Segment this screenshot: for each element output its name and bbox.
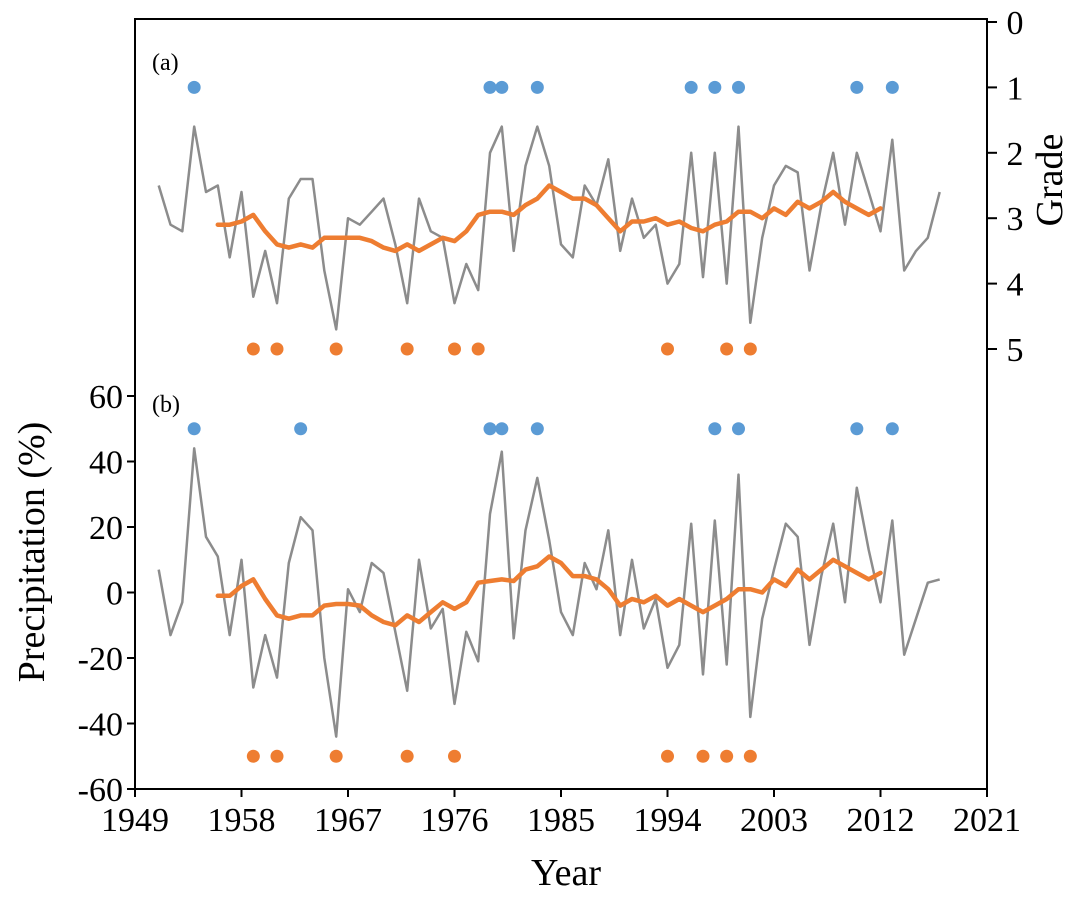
panel-b-wet-marker — [483, 422, 497, 436]
panel-a-dry-marker — [720, 342, 734, 356]
panel-b-dry-marker — [400, 749, 414, 763]
panel-a-y-tick-label: 3 — [1007, 201, 1024, 238]
plot-frame — [134, 18, 988, 790]
panel-b-dry-marker — [448, 749, 461, 763]
panel-b-dry-marker — [720, 749, 734, 763]
x-tick-label: 2021 — [953, 802, 1021, 839]
panel-a-dry-marker — [246, 342, 260, 356]
panel-a-y-tick-label: 5 — [1007, 332, 1024, 369]
panel-b-y-tick-label: -20 — [78, 641, 123, 678]
panel-b-wet-marker — [495, 422, 509, 436]
panel-a-dry-marker — [329, 342, 343, 356]
panel-a-y-tick-label: 1 — [1007, 70, 1024, 107]
panel-a-y-tick-label: 2 — [1007, 136, 1024, 173]
panel-b-annual-series — [157, 447, 941, 738]
panel-b-y-tick-label: 0 — [106, 576, 123, 613]
panel-b-dry-marker — [743, 749, 757, 763]
panel-a-dry-marker — [270, 342, 284, 356]
panel-a-wet-marker — [708, 80, 722, 94]
axis-layer: 1949 1958 1967 1976 1985 1994 2003 2012 2021 0 1 2 3… — [78, 5, 1024, 839]
panel-b-dry-marker — [246, 749, 260, 763]
panel-b-wet-marker — [732, 422, 745, 436]
panel-b-wet-marker — [885, 422, 899, 436]
x-axis-title: Year — [531, 852, 601, 894]
panel-a-dry-marker — [661, 342, 674, 356]
panel-b-dry-marker — [270, 749, 284, 763]
panel-b — [157, 422, 941, 763]
x-tick-label: 1994 — [634, 802, 702, 839]
panel-a-dry-marker — [471, 342, 485, 356]
panel-b-dry-marker — [696, 749, 710, 763]
panel-b-label: (b) — [152, 392, 180, 418]
panel-a-ylabel: Grade — [1029, 134, 1071, 227]
x-tick-label: 1985 — [527, 802, 595, 839]
panel-b-dry-marker — [661, 749, 674, 763]
panel-a-wet-marker — [732, 80, 745, 94]
panel-b-y-tick-label: 20 — [89, 510, 123, 547]
panel-a-wet-marker — [483, 80, 497, 94]
x-tick-label: 2003 — [740, 802, 808, 839]
panel-a-annual-series — [157, 125, 941, 331]
x-tick-label: 1958 — [208, 802, 276, 839]
panel-b-ylabel: Precipitation (%) — [11, 422, 53, 683]
panel-a-dry-marker — [400, 342, 414, 356]
panel-b-y-tick-label: 60 — [89, 379, 123, 416]
panel-b-wet-marker — [187, 422, 201, 436]
panel-a-dry-marker — [743, 342, 757, 356]
panel-b-wet-marker — [294, 422, 308, 436]
panel-b-wet-marker — [708, 422, 722, 436]
panel-a-wet-marker — [187, 80, 201, 94]
panel-a-wet-marker — [530, 80, 544, 94]
x-tick-label: 1949 — [101, 802, 169, 839]
panel-b-y-tick-label: -40 — [78, 707, 123, 744]
panel-a-label: (a) — [152, 50, 179, 76]
panel-b-dry-marker — [329, 749, 343, 763]
panel-a-y-tick-label: 0 — [1007, 5, 1024, 42]
x-tick-label: 1976 — [421, 802, 489, 839]
x-tick-label: 1967 — [314, 802, 382, 839]
panel-a-wet-marker — [684, 80, 698, 94]
panel-a-wet-marker — [850, 80, 864, 94]
panel-a — [157, 80, 941, 356]
panel-a-dry-marker — [448, 342, 461, 356]
panel-a-wet-marker — [495, 80, 509, 94]
panel-b-wet-marker — [530, 422, 544, 436]
panel-a-moving-average-series — [215, 183, 883, 254]
panel-b-wet-marker — [850, 422, 864, 436]
panel-b-y-tick-label: 40 — [89, 445, 123, 482]
panel-b-moving-average-series — [215, 554, 883, 628]
panel-b-y-tick-label: -60 — [78, 772, 123, 809]
x-tick-label: 2012 — [847, 802, 915, 839]
panel-a-y-tick-label: 4 — [1007, 267, 1024, 304]
panel-a-wet-marker — [885, 80, 899, 94]
